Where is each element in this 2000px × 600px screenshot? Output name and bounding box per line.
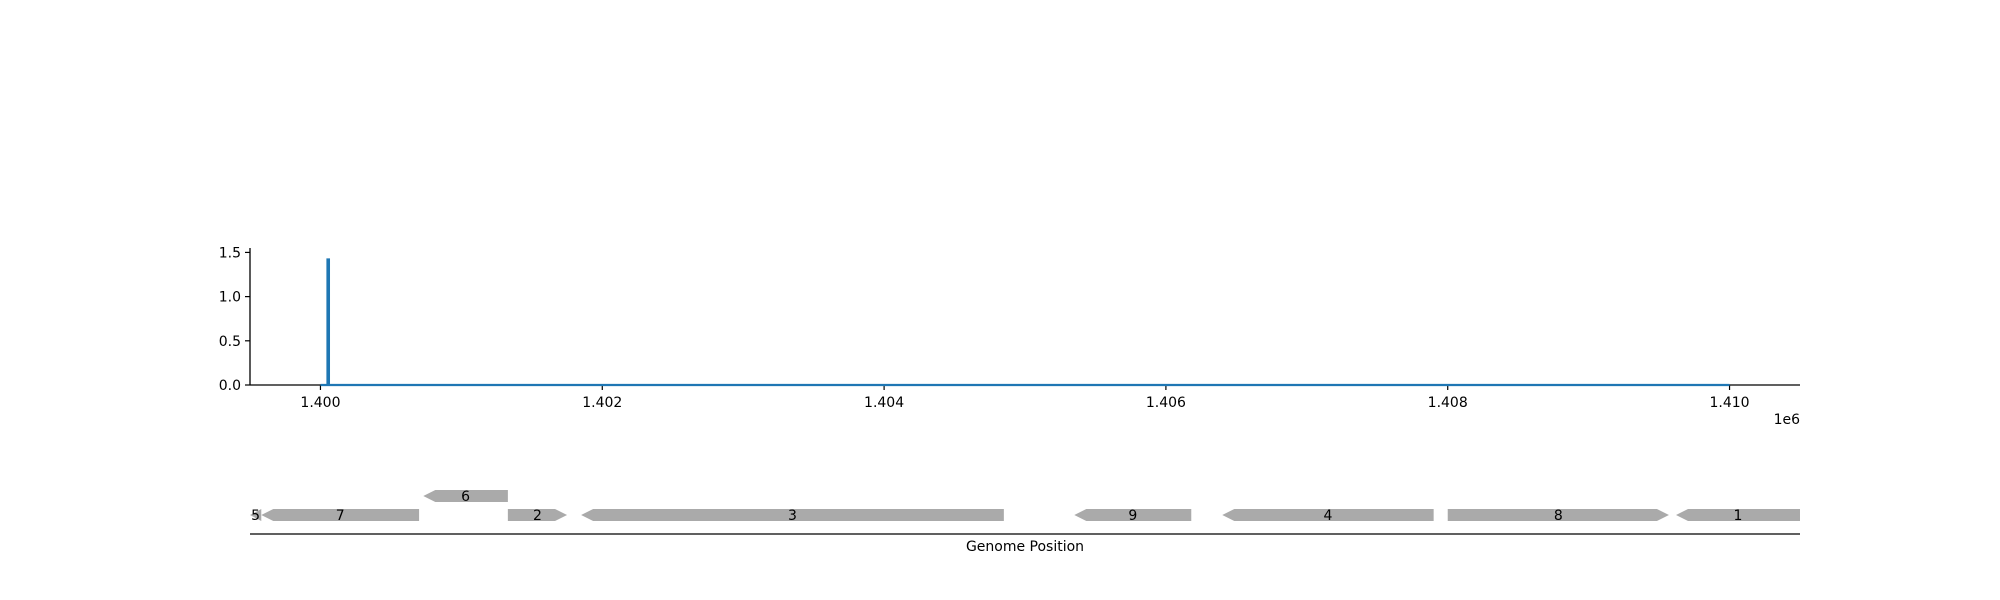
gene-arrow	[581, 509, 1004, 521]
x-offset-label: 1e6	[1774, 412, 1801, 428]
gene-arrow	[261, 509, 420, 521]
gene-label: 8	[1554, 508, 1563, 524]
x-tick-label: 1.402	[582, 395, 622, 411]
coverage-series	[320, 258, 1730, 387]
gene-arrow	[1074, 509, 1192, 521]
x-tick-label: 1.410	[1709, 395, 1749, 411]
gene-track-xlabel: Genome Position	[966, 539, 1084, 555]
gene-8: 8	[1447, 508, 1669, 524]
coverage-plot: 1.400 1.402 1.404 1.406 1.408 1.410 0.0 0.5 1.0 1…	[219, 245, 1800, 428]
y-tick-label: 1.5	[219, 245, 241, 261]
gene-label: 4	[1323, 508, 1332, 524]
coverage-ticks: 1.400 1.402 1.404 1.406 1.408 1.410 0.0 0.5 1.0 1…	[219, 245, 1750, 411]
gene-2: 2	[507, 508, 568, 524]
y-tick-label: 0.5	[219, 334, 241, 350]
y-tick-label: 1.0	[219, 290, 241, 306]
gene-5: 5	[250, 508, 262, 524]
gene-label: 9	[1128, 508, 1137, 524]
gene-arrows: 5 7 6 2 3 9 4 8 1	[250, 489, 1800, 524]
x-tick-label: 1.406	[1146, 395, 1186, 411]
gene-1: 1	[1676, 508, 1800, 524]
gene-arrow	[1447, 509, 1669, 521]
gene-arrow	[507, 509, 568, 521]
x-tick-label: 1.404	[864, 395, 904, 411]
gene-label: 7	[336, 508, 345, 524]
gene-6: 6	[423, 489, 508, 505]
gene-label: 5	[251, 508, 260, 524]
y-tick-label: 0.0	[219, 378, 241, 394]
gene-label: 2	[533, 508, 542, 524]
gene-arrow	[1676, 509, 1800, 521]
gene-label: 3	[788, 508, 797, 524]
gene-4: 4	[1222, 508, 1434, 524]
gene-track: 5 7 6 2 3 9 4 8 1 Genome Position	[250, 489, 1800, 555]
coverage-line	[320, 258, 1730, 387]
gene-label: 1	[1734, 508, 1743, 524]
x-tick-label: 1.408	[1428, 395, 1468, 411]
x-tick-label: 1.400	[300, 395, 340, 411]
gene-arrow	[1222, 509, 1434, 521]
gene-label: 6	[461, 489, 470, 505]
gene-3: 3	[581, 508, 1004, 524]
gene-arrow	[423, 490, 508, 502]
gene-arrow	[250, 509, 262, 521]
gene-7: 7	[261, 508, 420, 524]
coverage-axes	[249, 248, 1800, 386]
gene-9: 9	[1074, 508, 1192, 524]
